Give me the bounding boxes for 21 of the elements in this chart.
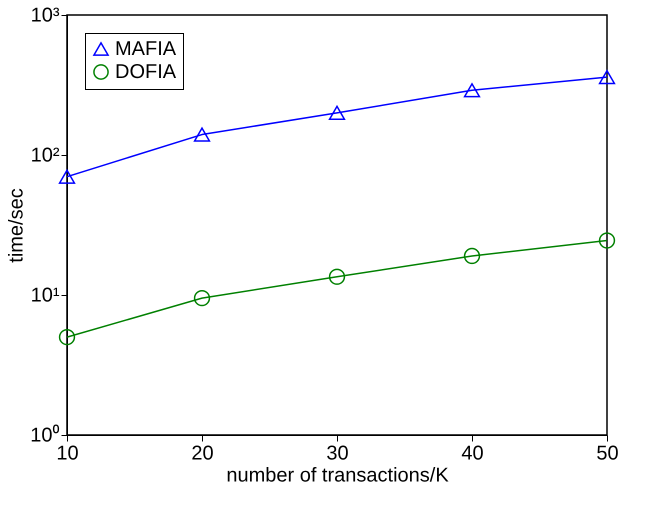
y-tick-label: 10¹ [30,284,60,306]
x-tick-label: 50 [596,442,619,464]
x-tick-label: 20 [191,442,214,464]
point [58,170,76,184]
point [464,83,480,98]
x-tick-label: 40 [461,442,484,464]
point [328,268,346,285]
legend-label: MAFIA [115,38,177,60]
legend-label: DOFIA [115,61,177,83]
point [464,248,480,264]
point [194,127,210,142]
x-tick-label: 30 [326,442,349,464]
y-tick-label: 10² [30,144,60,166]
x-axis-title: number of transactions/K [226,464,450,486]
point [328,106,346,120]
point [598,70,616,84]
y-axis-title: time/sec [5,188,28,263]
point [194,290,210,306]
y-tick-label: 10³ [30,4,60,26]
point [598,232,616,249]
point [58,328,76,346]
